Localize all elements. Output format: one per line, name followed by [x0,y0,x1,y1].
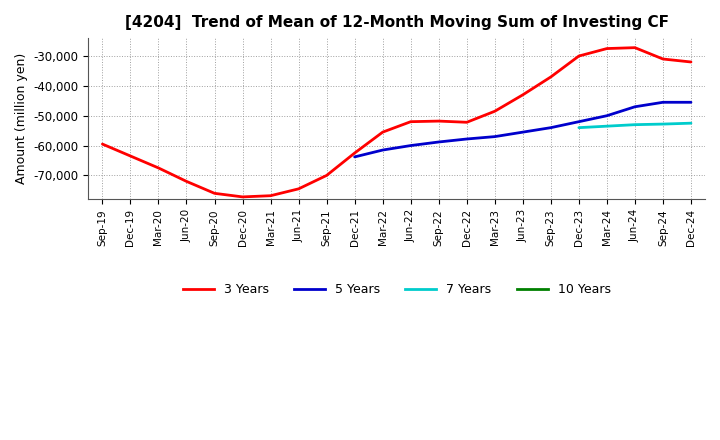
Y-axis label: Amount (million yen): Amount (million yen) [15,53,28,184]
Legend: 3 Years, 5 Years, 7 Years, 10 Years: 3 Years, 5 Years, 7 Years, 10 Years [178,278,616,301]
Title: [4204]  Trend of Mean of 12-Month Moving Sum of Investing CF: [4204] Trend of Mean of 12-Month Moving … [125,15,669,30]
